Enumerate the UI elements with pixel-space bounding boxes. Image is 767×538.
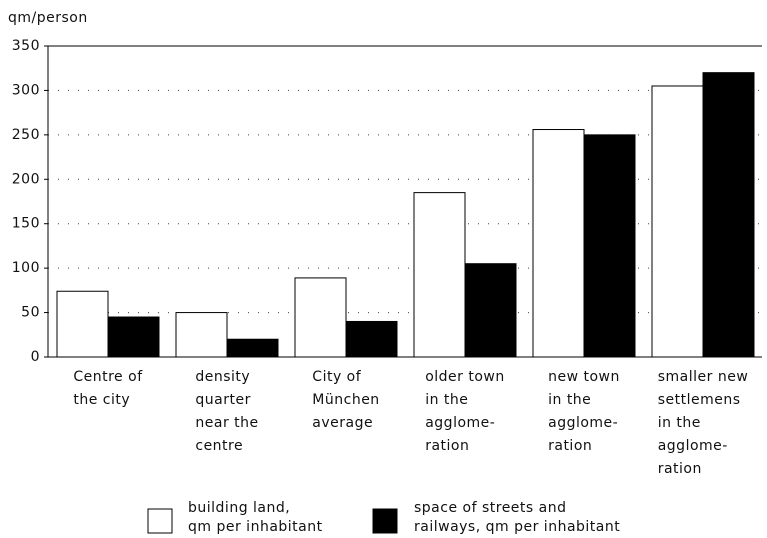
bar: [651, 85, 704, 358]
y-tick-label: 300: [12, 82, 40, 98]
bar: [175, 312, 228, 358]
y-tick-label: 150: [12, 216, 40, 232]
x-tick-label: in the: [658, 415, 701, 431]
y-tick-label: 350: [12, 38, 40, 54]
x-tick-label: settlemens: [658, 392, 741, 408]
x-tick-label: agglome-: [548, 415, 618, 431]
x-tick-label: Centre of: [73, 369, 143, 385]
x-tick-label: agglome-: [425, 415, 495, 431]
x-tick-label: München: [312, 392, 379, 408]
legend-label: railways, qm per inhabitant: [414, 519, 620, 535]
legend-swatch: [147, 508, 173, 534]
x-tick-label: ration: [658, 461, 702, 477]
x-tick-label: new town: [548, 369, 620, 385]
y-tick-label: 200: [12, 171, 40, 187]
x-tick-label: density: [195, 369, 250, 385]
bar: [583, 134, 636, 358]
x-tick-label: average: [312, 415, 373, 431]
x-tick-label: in the: [425, 392, 468, 408]
y-tick-label: 0: [31, 349, 40, 365]
y-tick-label: 100: [12, 260, 40, 276]
y-tick-label: 50: [21, 305, 40, 321]
legend-label: building land,: [188, 500, 290, 516]
x-tick-label: centre: [195, 438, 243, 454]
bar: [464, 263, 517, 358]
bar: [345, 320, 398, 358]
x-tick-label: older town: [425, 369, 505, 385]
legend-label: space of streets and: [414, 500, 567, 516]
x-tick-label: ration: [548, 438, 592, 454]
x-tick-label: the city: [73, 392, 130, 408]
bar: [107, 316, 160, 358]
bar: [702, 72, 755, 358]
bar: [413, 192, 466, 358]
x-tick-label: near the: [195, 415, 258, 431]
x-tick-label: agglome-: [658, 438, 728, 454]
bar: [294, 277, 347, 358]
x-tick-label: smaller new: [658, 369, 749, 385]
legend-label: qm per inhabitant: [188, 519, 323, 535]
y-axis-label: qm/person: [8, 10, 88, 26]
x-tick-label: ration: [425, 438, 469, 454]
bar: [532, 129, 585, 358]
bar: [226, 338, 279, 358]
y-tick-label: 250: [12, 127, 40, 143]
legend-swatch: [372, 508, 398, 534]
x-tick-label: quarter: [195, 392, 250, 408]
bar: [56, 290, 109, 358]
x-tick-label: in the: [548, 392, 591, 408]
x-tick-label: City of: [312, 369, 361, 385]
